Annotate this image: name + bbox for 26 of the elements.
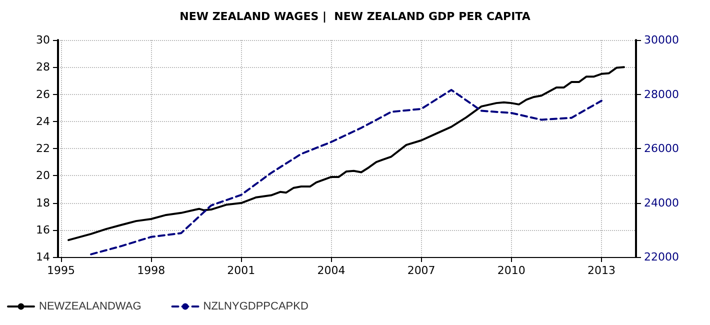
y-tick-label: 30 xyxy=(36,34,50,46)
x-tick-label: 1998 xyxy=(137,264,166,277)
y2-tick-label: 24000 xyxy=(644,196,679,210)
x-tick-label: 2001 xyxy=(227,264,256,277)
y2-tick-label: 26000 xyxy=(644,142,679,155)
chart-title: NEW ZEALAND WAGES | NEW ZEALAND GDP PER CAPITA xyxy=(180,10,531,23)
y-tick-label: 14 xyxy=(36,250,50,264)
y2-tick-label: 28000 xyxy=(644,88,679,101)
legend-label: NZLNYGDPPCAPKD xyxy=(203,300,308,312)
y-tick-label: 20 xyxy=(36,169,50,182)
y-tick-label: 22 xyxy=(36,142,50,155)
legend-label: NEWZEALANDWAG xyxy=(39,300,142,312)
y2-tick-label: 30000 xyxy=(644,34,679,46)
y-tick-label: 16 xyxy=(36,223,50,236)
line-series xyxy=(90,88,602,256)
y-tick-label: 24 xyxy=(36,114,50,128)
x-tick-label: 2013 xyxy=(587,264,616,277)
y-tick-label: 28 xyxy=(36,60,50,74)
y2-tick-label: 22000 xyxy=(644,250,679,264)
x-tick-label: 1995 xyxy=(47,264,76,277)
line-series xyxy=(68,66,625,242)
x-tick-label: 2004 xyxy=(317,264,346,277)
x-tick-label: 2007 xyxy=(407,264,436,277)
y-tick-label: 26 xyxy=(36,88,50,101)
x-tick-label: 2010 xyxy=(497,264,526,277)
y-tick-label: 18 xyxy=(36,196,50,210)
